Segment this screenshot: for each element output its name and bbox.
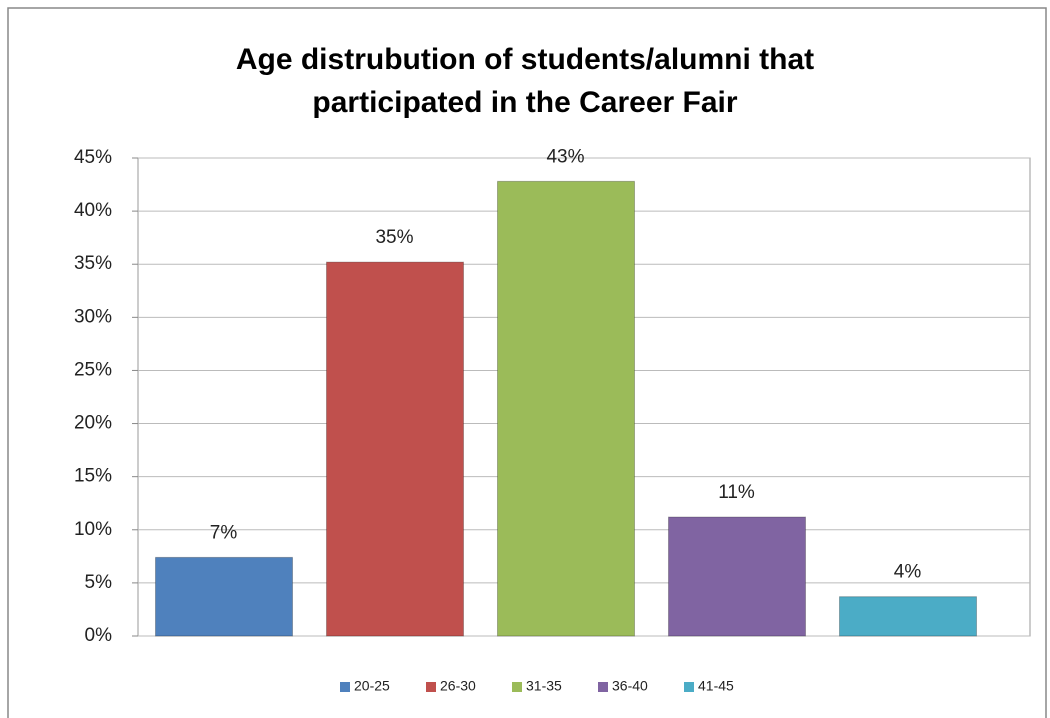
bar <box>326 261 464 637</box>
bar <box>497 180 635 637</box>
bar <box>839 596 977 637</box>
legend-swatch <box>340 682 350 692</box>
value-label: 43% <box>546 146 584 167</box>
y-tick-label: 20% <box>74 413 112 434</box>
y-tick-label: 5% <box>85 572 113 593</box>
y-tick-label: 25% <box>74 359 112 380</box>
y-tick-label: 40% <box>74 200 112 221</box>
legend-label: 26-30 <box>440 678 476 694</box>
y-tick-label: 0% <box>85 625 113 646</box>
value-label: 11% <box>718 482 755 503</box>
value-label: 35% <box>375 227 413 248</box>
bar <box>668 516 806 637</box>
legend-label: 20-25 <box>354 678 390 694</box>
y-tick-label: 45% <box>74 147 112 168</box>
value-label: 7% <box>210 522 238 543</box>
y-tick-label: 35% <box>74 253 112 274</box>
legend-swatch <box>684 682 694 692</box>
y-tick-label: 15% <box>74 466 112 487</box>
legend-swatch <box>598 682 608 692</box>
y-tick-label: 30% <box>74 306 112 327</box>
legend-label: 41-45 <box>698 678 734 694</box>
chart-title: Age distrubution of students/alumni that… <box>235 43 815 119</box>
legend-label: 36-40 <box>612 678 648 694</box>
legend-swatch <box>426 682 436 692</box>
value-label: 4% <box>894 562 922 583</box>
y-tick-label: 10% <box>74 519 112 540</box>
legend-swatch <box>512 682 522 692</box>
bar <box>155 556 293 637</box>
legend-label: 31-35 <box>526 678 562 694</box>
